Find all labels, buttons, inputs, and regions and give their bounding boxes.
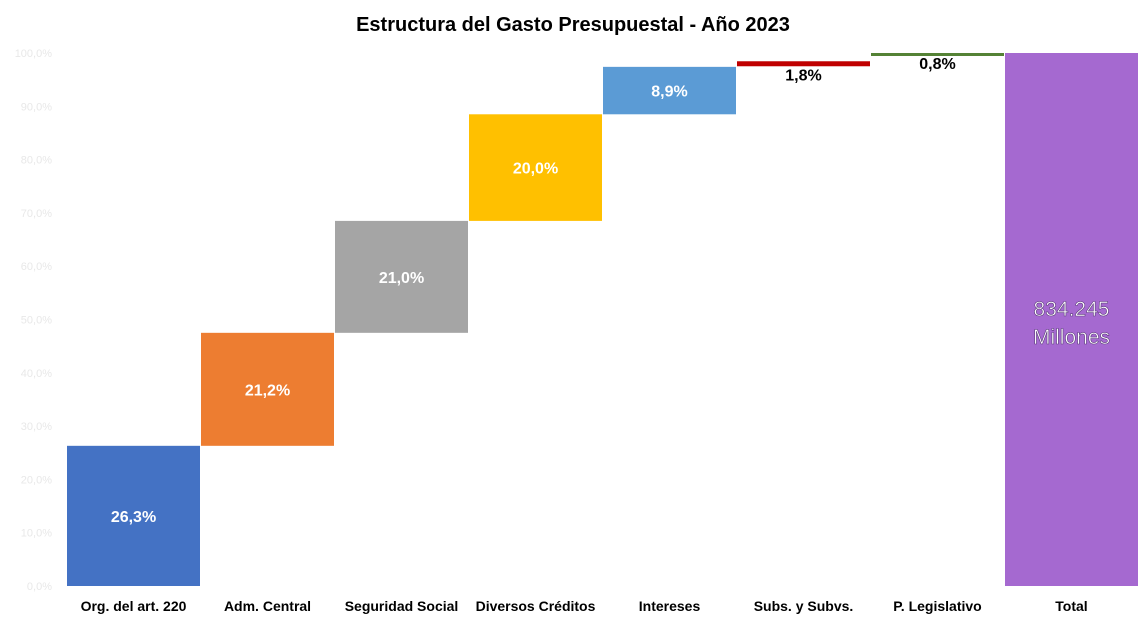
category-label: Intereses xyxy=(639,598,701,614)
bar xyxy=(469,114,602,221)
y-axis: 0,0% 10,0% 20,0% 30,0% 40,0% 50,0% 60,0% 70,0% 8… xyxy=(15,48,53,593)
data-label: 20,0% xyxy=(513,161,558,178)
y-tick-label: 50,0% xyxy=(21,315,52,327)
chart-title: Estructura del Gasto Presupuestal - Año … xyxy=(356,14,790,36)
y-tick-label: 0,0% xyxy=(27,581,52,593)
bar xyxy=(67,445,200,586)
category-label: P. Legislativo xyxy=(893,598,981,614)
data-labels: 26,3% 21,2% 21,0% 20,0% 8,9% 1,8% 0,8% 834.245 M… xyxy=(111,56,1111,526)
category-label: Adm. Central xyxy=(224,598,311,614)
total-label: Millones xyxy=(1033,326,1110,349)
x-axis: Org. del art. 220 Adm. Central Seguridad S… xyxy=(81,598,1088,614)
total-label: 834.245 xyxy=(1034,298,1110,321)
y-tick-label: 20,0% xyxy=(21,474,52,486)
data-label: 21,2% xyxy=(245,382,290,399)
y-tick-label: 70,0% xyxy=(21,208,52,220)
category-label: Seguridad Social xyxy=(345,598,459,614)
bar xyxy=(335,220,468,333)
category-label: Subs. y Subvs. xyxy=(754,598,854,614)
y-tick-label: 90,0% xyxy=(21,101,52,113)
data-label: 1,8% xyxy=(785,67,821,84)
category-label: Total xyxy=(1055,598,1087,614)
data-label: 8,9% xyxy=(651,84,687,101)
y-tick-label: 30,0% xyxy=(21,421,52,433)
category-label: Org. del art. 220 xyxy=(81,598,187,614)
bar xyxy=(737,61,870,67)
y-tick-label: 100,0% xyxy=(15,48,53,60)
y-tick-label: 80,0% xyxy=(21,155,52,167)
data-label: 21,0% xyxy=(379,270,424,287)
data-label: 0,8% xyxy=(919,56,955,73)
category-label: Diversos Créditos xyxy=(476,598,596,614)
y-tick-label: 60,0% xyxy=(21,261,52,273)
bars xyxy=(67,53,1138,586)
bar xyxy=(871,53,1004,56)
data-label: 26,3% xyxy=(111,509,156,526)
bar xyxy=(201,332,334,446)
bar xyxy=(603,66,736,115)
y-tick-label: 10,0% xyxy=(21,528,52,540)
bar xyxy=(1005,53,1138,586)
y-tick-label: 40,0% xyxy=(21,368,52,380)
